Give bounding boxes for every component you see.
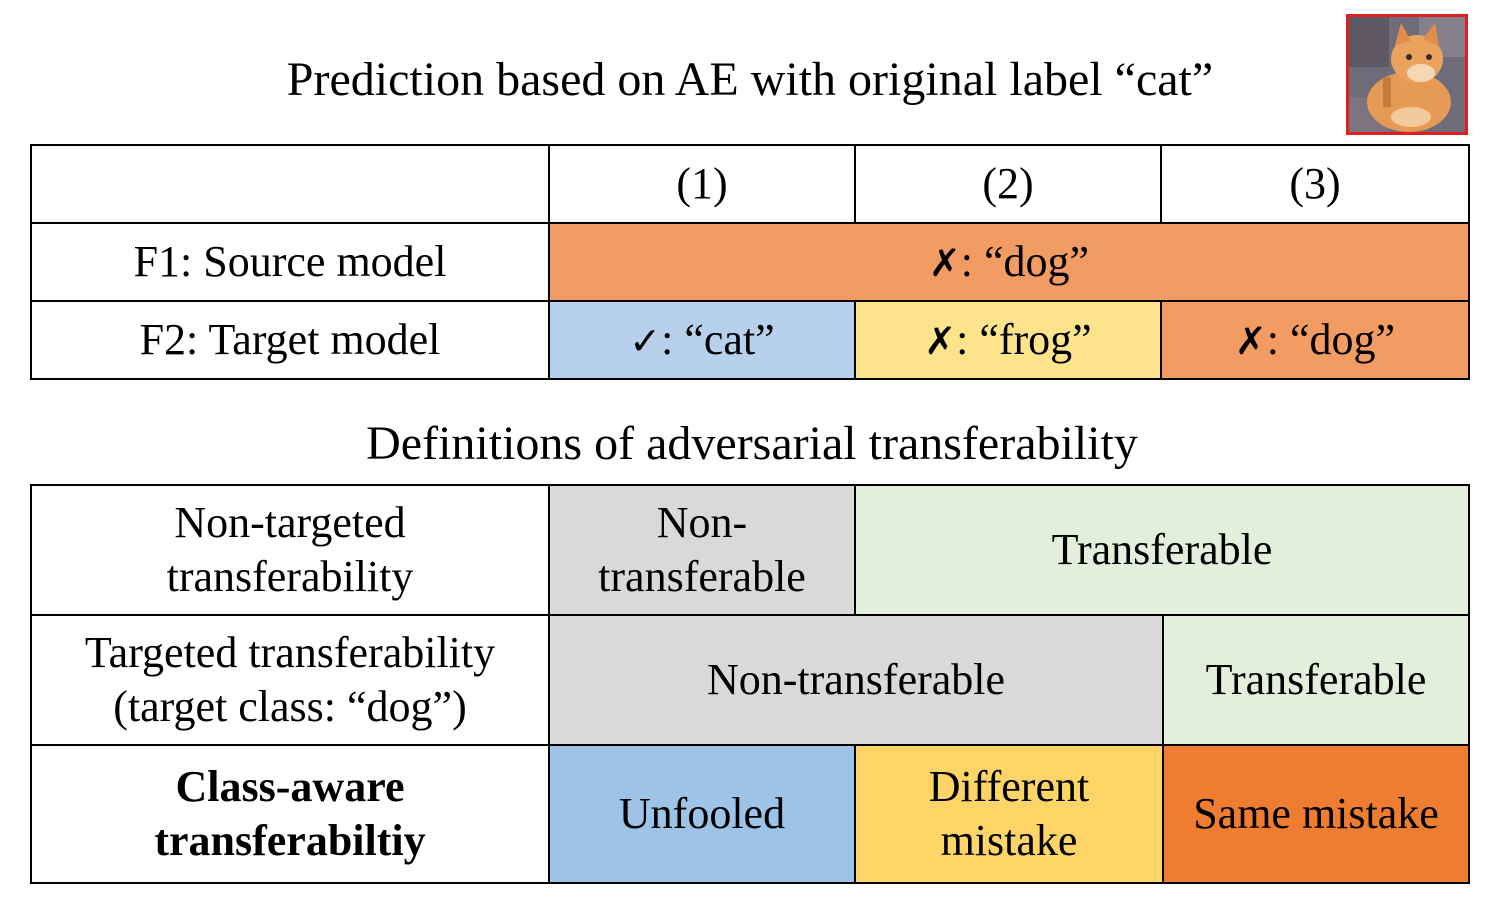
non-transferable-cell: Non-transferable bbox=[548, 484, 856, 616]
cat-image bbox=[1346, 14, 1468, 135]
prediction-text: : “frog” bbox=[956, 314, 1092, 364]
cross-icon: ✗ bbox=[924, 318, 957, 363]
column-header: (3) bbox=[1160, 144, 1470, 224]
row-label: F1: Source model bbox=[30, 222, 550, 302]
prediction-text: : “cat” bbox=[661, 314, 775, 364]
table-header-row: (1) (2) (3) bbox=[30, 144, 1470, 224]
source-model-row: F1: Source model ✗: “dog” bbox=[30, 222, 1470, 302]
prediction-title: Prediction based on AE with original lab… bbox=[286, 53, 1214, 106]
empty-corner-cell bbox=[30, 144, 550, 224]
row-label: Targeted transferability (target class: “… bbox=[30, 614, 550, 746]
column-header: (1) bbox=[548, 144, 856, 224]
target-model-row: F2: Target model ✓: “cat” ✗: “frog” ✗: “… bbox=[30, 300, 1470, 380]
different-mistake-cell: Different mistake bbox=[854, 744, 1164, 884]
prediction-table: (1) (2) (3) F1: Source model ✗: “dog” F2… bbox=[30, 144, 1470, 380]
row-label: Class-aware transferabiltiy bbox=[30, 744, 550, 884]
definitions-table: Non-targeted transferability Non-transfer… bbox=[30, 484, 1471, 884]
definitions-title: Definitions of adversarial transferabili… bbox=[366, 417, 1138, 470]
cross-icon: ✗ bbox=[928, 240, 961, 285]
non-transferable-cell: Non-transferable bbox=[548, 614, 1164, 746]
unfooled-cell: Unfooled bbox=[548, 744, 856, 884]
check-icon: ✓ bbox=[629, 318, 662, 363]
transferable-cell: Transferable bbox=[1161, 614, 1471, 746]
transferable-cell: Transferable bbox=[853, 484, 1471, 616]
row-label: Non-targeted transferability bbox=[30, 484, 550, 616]
column-header: (2) bbox=[854, 144, 1162, 224]
target-prediction-cell: ✗: “frog” bbox=[854, 300, 1162, 380]
class-aware-row: Class-aware transferabiltiy Unfooled Diff… bbox=[30, 744, 1471, 884]
targeted-row: Targeted transferability (target class: “… bbox=[30, 614, 1471, 746]
row-label: F2: Target model bbox=[30, 300, 550, 380]
same-mistake-cell: Same mistake bbox=[1161, 744, 1471, 884]
non-targeted-row: Non-targeted transferability Non-transfer… bbox=[30, 484, 1471, 616]
source-prediction-cell: ✗: “dog” bbox=[548, 222, 1470, 302]
target-prediction-cell: ✗: “dog” bbox=[1160, 300, 1470, 380]
cross-icon: ✗ bbox=[1234, 318, 1267, 363]
prediction-text: : “dog” bbox=[960, 236, 1090, 286]
target-prediction-cell: ✓: “cat” bbox=[548, 300, 856, 380]
cat-icon bbox=[1349, 17, 1465, 132]
prediction-text: : “dog” bbox=[1266, 314, 1396, 364]
